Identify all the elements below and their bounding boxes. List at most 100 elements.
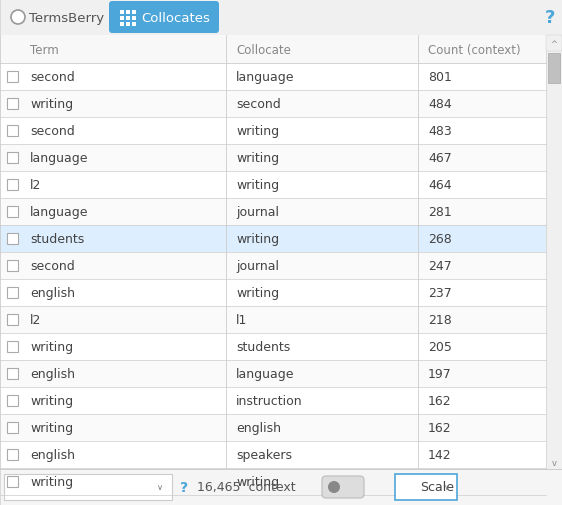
Text: ?: ? — [545, 9, 555, 27]
Text: v: v — [551, 459, 556, 468]
Text: Scale: Scale — [420, 481, 454, 493]
Text: english: english — [30, 286, 75, 299]
Bar — [120, 23, 124, 27]
Circle shape — [11, 11, 25, 25]
Bar — [7, 72, 18, 83]
Bar — [120, 11, 124, 15]
Bar — [7, 180, 18, 190]
Text: writing: writing — [30, 340, 73, 353]
Bar — [395, 474, 457, 500]
Bar — [126, 17, 130, 21]
Text: ^: ^ — [551, 39, 558, 48]
Text: journal: journal — [236, 260, 279, 273]
Text: l1: l1 — [236, 314, 247, 326]
Text: writing: writing — [236, 232, 279, 245]
Circle shape — [328, 481, 340, 493]
Bar — [126, 11, 130, 15]
Text: students: students — [236, 340, 290, 353]
Bar — [132, 11, 136, 15]
Text: language: language — [30, 152, 88, 165]
Text: english: english — [236, 421, 281, 434]
Text: second: second — [236, 98, 281, 111]
Bar — [0, 0, 562, 36]
Bar — [7, 476, 18, 487]
Bar — [126, 23, 130, 27]
Bar — [0, 441, 546, 468]
Bar — [120, 17, 124, 21]
Text: ∨: ∨ — [157, 483, 163, 491]
Text: speakers: speakers — [236, 448, 292, 461]
Text: 483: 483 — [428, 125, 452, 138]
Bar — [0, 36, 562, 469]
Text: 464: 464 — [428, 179, 452, 191]
Bar — [7, 153, 18, 164]
Bar — [4, 474, 172, 500]
Text: 247: 247 — [428, 260, 452, 273]
Bar — [0, 279, 546, 307]
Bar — [0, 360, 546, 387]
Bar — [132, 23, 136, 27]
Bar — [0, 64, 546, 91]
Text: 197: 197 — [428, 367, 452, 380]
Bar — [7, 422, 18, 433]
Text: writing: writing — [30, 98, 73, 111]
Text: language: language — [236, 71, 294, 84]
Bar — [0, 91, 546, 118]
Bar — [7, 449, 18, 460]
Bar — [0, 172, 546, 198]
Text: instruction: instruction — [236, 394, 302, 407]
Text: writing: writing — [236, 179, 279, 191]
Bar — [0, 118, 546, 145]
Text: ∨: ∨ — [444, 483, 450, 491]
Text: 218: 218 — [428, 314, 452, 326]
Text: 801: 801 — [428, 71, 452, 84]
Bar — [546, 36, 562, 469]
Text: 138: 138 — [428, 475, 452, 488]
Bar — [7, 341, 18, 352]
Bar — [0, 333, 546, 360]
Text: english: english — [30, 367, 75, 380]
Text: Collocate: Collocate — [236, 43, 291, 57]
Text: language: language — [30, 206, 88, 219]
Text: second: second — [30, 260, 75, 273]
Bar — [0, 468, 546, 495]
Text: english: english — [30, 448, 75, 461]
Text: 162: 162 — [428, 394, 452, 407]
Bar — [132, 17, 136, 21]
Text: 281: 281 — [428, 206, 452, 219]
Bar — [0, 226, 546, 252]
Bar — [7, 287, 18, 298]
Text: 142: 142 — [428, 448, 452, 461]
Bar — [7, 207, 18, 218]
Text: Count (context): Count (context) — [428, 43, 520, 57]
Text: 268: 268 — [428, 232, 452, 245]
Bar — [7, 126, 18, 137]
Text: writing: writing — [30, 421, 73, 434]
Text: writing: writing — [236, 152, 279, 165]
Text: 484: 484 — [428, 98, 452, 111]
Bar — [0, 307, 546, 333]
Text: 205: 205 — [428, 340, 452, 353]
Text: writing: writing — [30, 475, 73, 488]
Text: second: second — [30, 71, 75, 84]
Bar — [0, 36, 546, 64]
Bar — [0, 252, 546, 279]
Text: language: language — [236, 367, 294, 380]
Bar — [0, 198, 546, 226]
Bar — [7, 261, 18, 272]
Bar — [0, 414, 546, 441]
Bar — [0, 387, 546, 414]
Bar — [546, 36, 562, 52]
FancyBboxPatch shape — [109, 2, 219, 34]
Bar — [548, 54, 560, 84]
Text: writing: writing — [236, 475, 279, 488]
Text: 16,465  context: 16,465 context — [197, 481, 296, 493]
Bar — [7, 233, 18, 244]
Text: second: second — [30, 125, 75, 138]
Text: Collocates: Collocates — [141, 12, 210, 24]
Text: writing: writing — [236, 125, 279, 138]
Bar — [7, 395, 18, 406]
Text: students: students — [30, 232, 84, 245]
Text: writing: writing — [236, 286, 279, 299]
Text: ?: ? — [180, 480, 188, 494]
